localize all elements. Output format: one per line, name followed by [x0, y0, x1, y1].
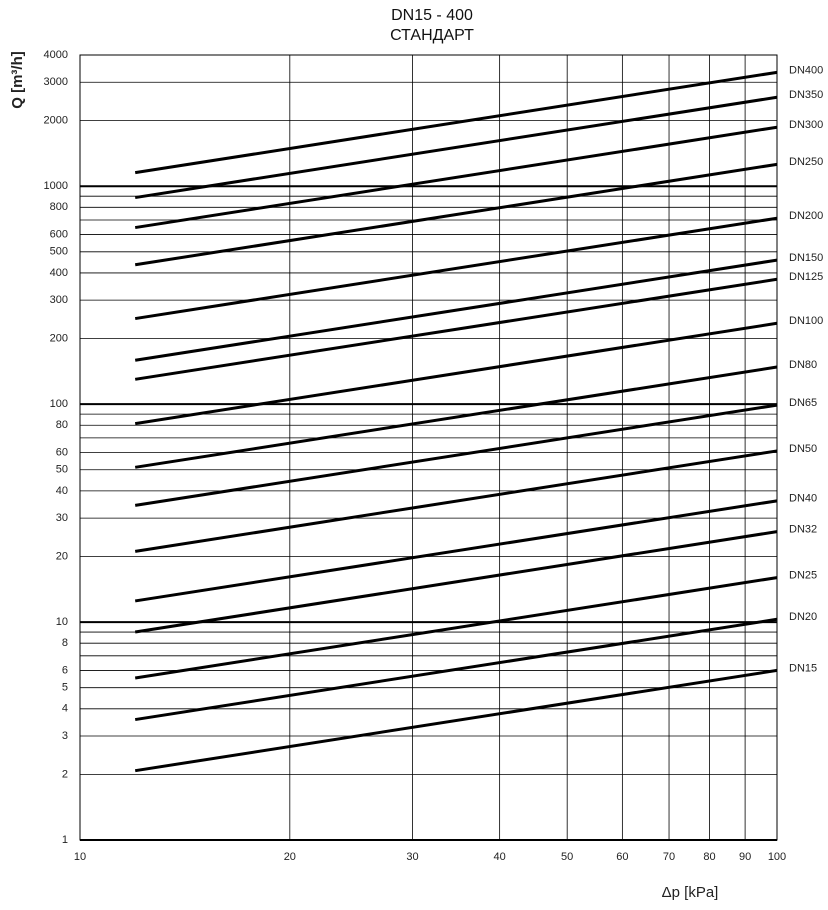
y-tick-label: 4 [62, 703, 68, 715]
plot-area [79, 54, 778, 841]
y-tick-label: 300 [50, 294, 68, 306]
series-label: DN350 [789, 89, 823, 101]
y-tick-label: 8 [62, 637, 68, 649]
series-line [134, 499, 778, 603]
series-line [134, 216, 778, 321]
y-tick-label: 100 [50, 398, 68, 410]
series-label: DN200 [789, 210, 823, 222]
series-label: DN50 [789, 443, 817, 455]
y-tick-label: 30 [56, 512, 68, 524]
series-label: DN15 [789, 662, 817, 674]
series-line [134, 365, 778, 469]
y-tick-label: 3 [62, 730, 68, 742]
x-tick-label: 40 [494, 851, 506, 863]
series-label: DN20 [789, 611, 817, 623]
y-tick-label: 40 [56, 485, 68, 497]
series-label: DN400 [789, 64, 823, 76]
chart-subtitle: СТАНДАРТ [390, 27, 474, 44]
x-tick-label: 20 [284, 851, 296, 863]
series-line [134, 125, 778, 230]
y-tick-label: 400 [50, 267, 68, 279]
series-line [134, 162, 778, 267]
y-tick-label: 1000 [44, 180, 68, 192]
series-label: DN150 [789, 252, 823, 264]
y-tick-label: 3000 [44, 76, 68, 88]
series-line [134, 403, 778, 507]
y-tick-label: 5 [62, 682, 68, 694]
y-tick-label: 200 [50, 332, 68, 344]
y-tick-label: 80 [56, 419, 68, 431]
series-line [134, 321, 778, 426]
x-tick-label: 50 [561, 851, 573, 863]
y-tick-label: 500 [50, 246, 68, 258]
y-tick-label: 600 [50, 228, 68, 240]
series-label: DN250 [789, 156, 823, 168]
series-label: DN40 [789, 493, 817, 505]
chart-title: DN15 - 400 [391, 7, 473, 24]
series-line [134, 617, 778, 722]
y-tick-label: 60 [56, 446, 68, 458]
x-tick-label: 60 [616, 851, 628, 863]
series-line [134, 70, 778, 175]
y-tick-label: 2000 [44, 115, 68, 127]
y-tick-label: 6 [62, 664, 68, 676]
y-tick-label: 10 [56, 616, 68, 628]
y-tick-label: 2 [62, 768, 68, 780]
series-line [134, 530, 778, 634]
x-tick-label: 70 [663, 851, 675, 863]
series-label: DN65 [789, 397, 817, 409]
x-tick-label: 30 [406, 851, 418, 863]
y-tick-label: 50 [56, 464, 68, 476]
y-tick-label: 4000 [44, 49, 68, 61]
x-tick-label: 100 [768, 851, 786, 863]
series-label: DN125 [789, 271, 823, 283]
series-line [134, 277, 778, 381]
x-axis-label: Δp [kPa] [662, 884, 719, 901]
y-axis-label: Q [m³/h] [9, 51, 26, 109]
x-tick-label: 10 [74, 851, 86, 863]
series-label: DN32 [789, 524, 817, 536]
series-label: DN100 [789, 315, 823, 327]
series-line [134, 449, 778, 553]
series-line [134, 258, 778, 362]
series-line [134, 668, 778, 773]
y-tick-label: 800 [50, 201, 68, 213]
series-label: DN25 [789, 569, 817, 581]
y-tick-label: 20 [56, 550, 68, 562]
series-label: DN80 [789, 359, 817, 371]
x-tick-label: 80 [703, 851, 715, 863]
x-tick-label: 90 [739, 851, 751, 863]
series-label: DN300 [789, 119, 823, 131]
y-tick-label: 1 [62, 834, 68, 846]
series-line [134, 576, 778, 680]
series-line [134, 95, 778, 200]
